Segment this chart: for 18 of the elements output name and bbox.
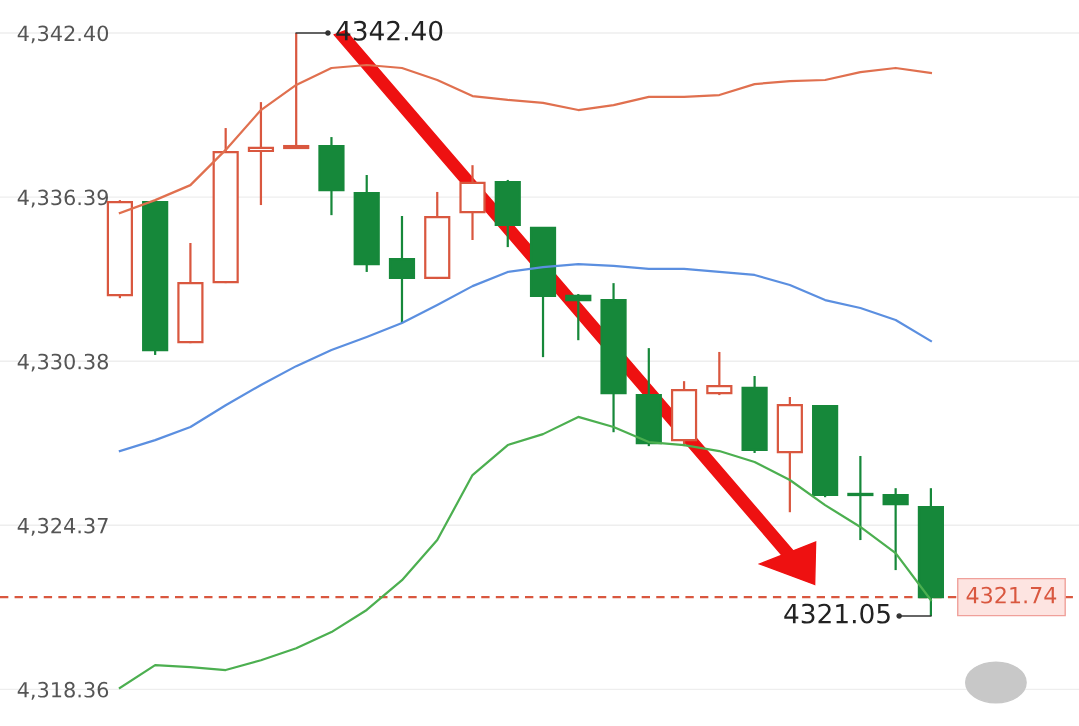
line-series [118, 63, 933, 215]
y-tick-label: 4,342.40 [17, 25, 109, 44]
line-series [118, 262, 933, 453]
candlestick [882, 487, 909, 572]
annotation: 4342.40 [336, 20, 443, 41]
candlestick [388, 214, 416, 325]
candlestick [847, 454, 874, 542]
candlestick [283, 31, 310, 150]
candlestick [247, 101, 275, 207]
y-tick-label: 4,318.36 [17, 681, 109, 700]
y-tick-label: 4,336.39 [17, 189, 108, 208]
candlestick [706, 350, 733, 397]
candlestick [565, 292, 592, 342]
annotation: 4321.05 [784, 603, 890, 624]
y-tick-label: 4,324.37 [17, 517, 108, 536]
line-series [118, 415, 933, 690]
y-tick-label: 4,330.38 [17, 353, 109, 372]
ref-line-label: 4321.74 [966, 586, 1057, 604]
